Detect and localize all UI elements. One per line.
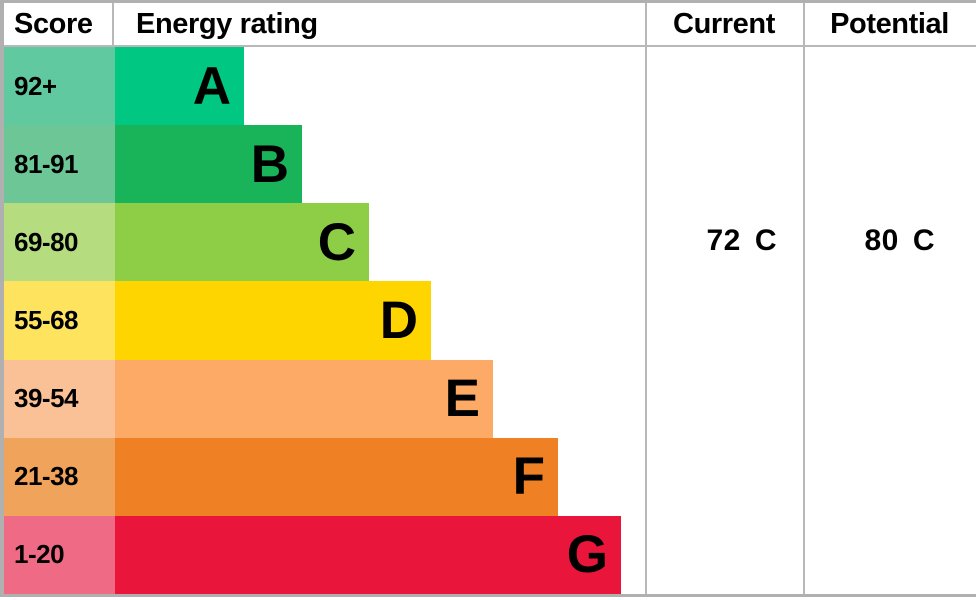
band-bar-a: A bbox=[115, 47, 244, 126]
score-range-f: 21-38 bbox=[4, 437, 115, 516]
band-bar-f: F bbox=[115, 437, 558, 516]
rating-band-row-a: 92+ A bbox=[4, 47, 976, 126]
chart-border-left bbox=[0, 0, 4, 597]
band-letter-d: D bbox=[379, 290, 418, 350]
column-divider-potential bbox=[803, 3, 805, 594]
rating-band-row-b: 81-91 B bbox=[4, 125, 976, 204]
band-letter-e: E bbox=[444, 369, 480, 429]
score-range-e: 39-54 bbox=[4, 359, 115, 438]
band-letter-c: C bbox=[317, 212, 356, 272]
current-rating-band: C bbox=[754, 224, 777, 257]
rating-band-row-c: 69-80 C bbox=[4, 203, 976, 282]
band-bar-b: B bbox=[115, 125, 302, 204]
score-range-c: 69-80 bbox=[4, 203, 115, 282]
chart-header-row: Score Energy rating Current Potential bbox=[0, 3, 976, 45]
band-letter-g: G bbox=[566, 525, 608, 585]
rating-bands-list: 92+ A 81-91 B 69-80 C 55-68 D 39-54 E 21-38 F 1-20 G bbox=[4, 47, 976, 594]
rating-band-row-f: 21-38 F bbox=[4, 437, 976, 516]
header-score-label: Score bbox=[14, 7, 93, 40]
header-potential-label: Potential bbox=[830, 7, 949, 40]
band-letter-f: F bbox=[512, 447, 545, 507]
score-range-b: 81-91 bbox=[4, 125, 115, 204]
header-energy-rating-label: Energy rating bbox=[136, 7, 318, 40]
chart-border-top bbox=[0, 0, 976, 3]
rating-band-row-g: 1-20 G bbox=[4, 515, 976, 594]
band-letter-b: B bbox=[250, 134, 289, 194]
band-bar-g: G bbox=[115, 515, 621, 594]
current-rating-arrow: 72 C bbox=[655, 202, 797, 280]
current-rating-score: 72 bbox=[706, 224, 741, 257]
header-current-label: Current bbox=[673, 7, 775, 40]
column-divider-score bbox=[112, 3, 114, 46]
column-divider-current bbox=[645, 3, 647, 594]
rating-band-row-e: 39-54 E bbox=[4, 359, 976, 438]
band-bar-e: E bbox=[115, 359, 493, 438]
score-range-d: 55-68 bbox=[4, 281, 115, 360]
score-range-g: 1-20 bbox=[4, 515, 115, 594]
band-bar-c: C bbox=[115, 203, 369, 282]
potential-rating-band: C bbox=[912, 224, 935, 257]
band-letter-a: A bbox=[192, 56, 231, 116]
header-divider-line bbox=[4, 45, 976, 47]
chart-border-bottom bbox=[0, 594, 976, 597]
potential-rating-score: 80 bbox=[864, 224, 899, 257]
score-range-a: 92+ bbox=[4, 47, 115, 126]
potential-rating-arrow: 80 C bbox=[812, 202, 955, 280]
rating-band-row-d: 55-68 D bbox=[4, 281, 976, 360]
band-bar-d: D bbox=[115, 281, 431, 360]
